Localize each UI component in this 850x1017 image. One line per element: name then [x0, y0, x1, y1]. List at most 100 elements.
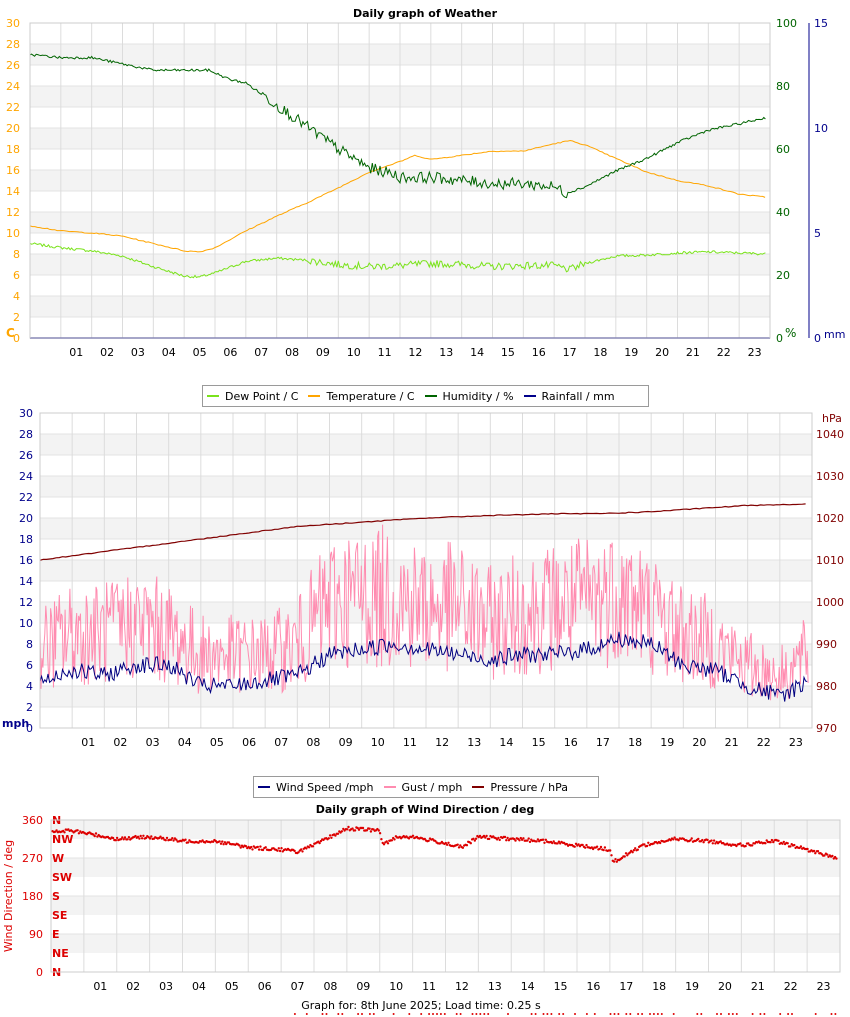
legend-wind: Wind Speed /mph Gust / mph Pressure / hPa: [253, 776, 599, 798]
plot-area-2: [51, 819, 840, 973]
x-tick-label: 01: [69, 346, 83, 359]
data-point: [144, 836, 148, 840]
data-point: [631, 851, 634, 854]
legend-label: Wind Speed /mph: [276, 780, 374, 794]
data-point: [735, 844, 738, 848]
x-tick-label: 10: [347, 346, 361, 359]
data-point: [293, 849, 296, 853]
data-point: [473, 839, 476, 842]
data-point: [643, 843, 646, 846]
data-point: [634, 847, 637, 850]
y-tick-left: 30: [6, 17, 20, 30]
data-point: [445, 843, 449, 846]
data-point: [536, 838, 540, 841]
data-point: [527, 837, 530, 840]
data-point: [609, 1013, 612, 1015]
data-point: [834, 1013, 837, 1015]
legend-swatch: [424, 395, 437, 397]
data-point: [793, 843, 796, 847]
data-point: [159, 835, 162, 838]
data-point: [558, 1013, 561, 1015]
x-tick-label: 20: [655, 346, 669, 359]
data-point: [777, 839, 780, 842]
data-point: [830, 1013, 833, 1015]
data-point: [637, 1013, 640, 1015]
data-point: [624, 852, 628, 855]
y-tick-left: 10: [6, 227, 20, 240]
data-point: [420, 1013, 423, 1015]
data-point: [735, 1013, 738, 1015]
data-point: [786, 842, 789, 845]
data-point: [336, 832, 340, 835]
y-tick-left: 8: [13, 248, 20, 261]
data-point: [528, 840, 532, 844]
data-point: [814, 852, 817, 855]
legend-swatch: [523, 395, 536, 397]
data-point: [727, 1013, 730, 1015]
data-point: [770, 838, 774, 842]
data-point: [731, 1013, 734, 1015]
data-point: [577, 843, 580, 846]
y-tick-left: 24: [19, 470, 33, 483]
data-point: [218, 840, 221, 843]
data-point: [311, 845, 315, 848]
x-tick-label: 13: [488, 980, 502, 993]
data-point: [751, 1013, 754, 1015]
y-tick-right-rain: 5: [814, 227, 821, 240]
data-point: [751, 844, 754, 847]
data-point: [471, 1013, 474, 1015]
legend-weather: Dew Point / C Temperature / C Humidity / %…: [202, 385, 649, 407]
series-points-offscale: [293, 1013, 837, 1015]
x-tick-label: 13: [467, 736, 481, 749]
data-point: [111, 836, 115, 840]
data-point: [672, 1013, 675, 1015]
data-point: [334, 834, 337, 837]
x-tick-label: 02: [126, 980, 140, 993]
data-point: [361, 1013, 363, 1015]
x-tick-label: 18: [593, 346, 607, 359]
data-point: [461, 846, 465, 849]
data-point: [584, 846, 587, 849]
data-point: [779, 1013, 782, 1015]
x-tick-label: 23: [789, 736, 803, 749]
data-point: [186, 841, 190, 844]
data-point: [77, 832, 81, 835]
data-point: [472, 837, 475, 840]
y-tick-right-pressure: 980: [816, 680, 837, 693]
series-points-wind-direction: [51, 825, 838, 863]
x-tick-label: 12: [408, 346, 422, 359]
data-point: [645, 844, 649, 848]
data-point: [171, 837, 174, 840]
data-point: [565, 842, 568, 846]
data-point: [649, 1013, 651, 1015]
data-point: [259, 845, 262, 848]
x-tick-label: 07: [274, 736, 288, 749]
data-point: [647, 841, 650, 844]
data-point: [357, 1013, 360, 1015]
x-tick-label: 23: [817, 980, 831, 993]
data-point: [301, 850, 304, 853]
data-point: [669, 839, 672, 842]
data-point: [556, 842, 559, 845]
data-point: [697, 837, 700, 841]
data-point: [475, 1013, 478, 1015]
data-point: [261, 848, 265, 852]
x-tick-label: 16: [586, 980, 600, 993]
y-tick-left: 14: [6, 185, 20, 198]
data-point: [522, 837, 525, 840]
data-point: [239, 846, 242, 849]
data-point: [377, 829, 380, 832]
y-tick-left: 6: [26, 659, 33, 672]
x-tick-label: 17: [563, 346, 577, 359]
y-tick-left: 28: [19, 428, 33, 441]
data-point: [443, 1013, 446, 1015]
series-line-dew-point: [29, 242, 766, 279]
data-point: [659, 841, 662, 845]
legend-swatch: [258, 786, 270, 788]
series-line-wind-speed: [39, 631, 808, 702]
data-point: [620, 856, 624, 860]
data-point: [484, 836, 487, 839]
data-point: [641, 1013, 644, 1015]
y-tick-left: 4: [26, 680, 33, 693]
